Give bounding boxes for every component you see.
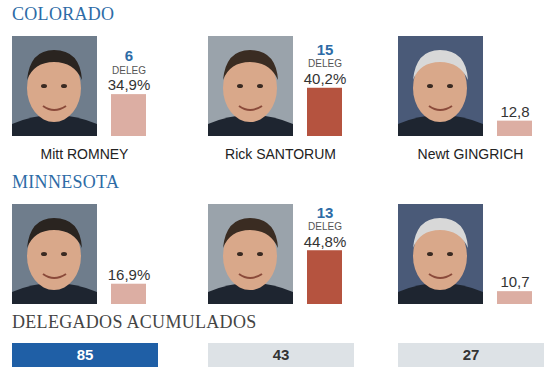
html-text:MINNESOTA: MINNESOTA	[12, 172, 120, 192]
svg-text:12,8: 12,8	[500, 103, 529, 120]
html-text:COLORADO: COLORADO	[12, 4, 115, 24]
svg-text:16,9%: 16,9%	[108, 266, 151, 283]
svg-text:DELEG: DELEG	[112, 65, 146, 76]
svg-text:DELEG: DELEG	[308, 58, 342, 69]
svg-text:34,9%: 34,9%	[108, 76, 151, 93]
html-text:85: 85	[76, 346, 94, 363]
svg-text:40,2%: 40,2%	[304, 70, 347, 87]
html-text:Mitt ROMNEY: Mitt ROMNEY	[40, 146, 129, 162]
html-text:43: 43	[272, 346, 290, 363]
svg-text:15: 15	[317, 41, 334, 58]
html-text:DELEGADOS ACUMULADOS: DELEGADOS ACUMULADOS	[12, 312, 257, 332]
svg-text:6: 6	[125, 47, 133, 64]
svg-text:10,7: 10,7	[500, 273, 529, 290]
html-text:Rick SANTORUM: Rick SANTORUM	[225, 146, 336, 162]
html-text:Newt GINGRICH: Newt GINGRICH	[417, 146, 524, 162]
svg-text:44,8%: 44,8%	[304, 233, 347, 250]
svg-text:DELEG: DELEG	[308, 221, 342, 232]
html-text:27: 27	[462, 346, 480, 363]
svg-text:13: 13	[317, 204, 334, 221]
